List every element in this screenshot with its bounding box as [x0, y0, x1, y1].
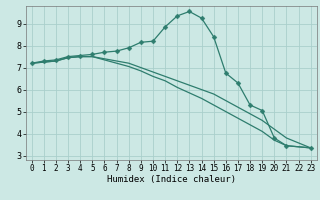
X-axis label: Humidex (Indice chaleur): Humidex (Indice chaleur) — [107, 175, 236, 184]
